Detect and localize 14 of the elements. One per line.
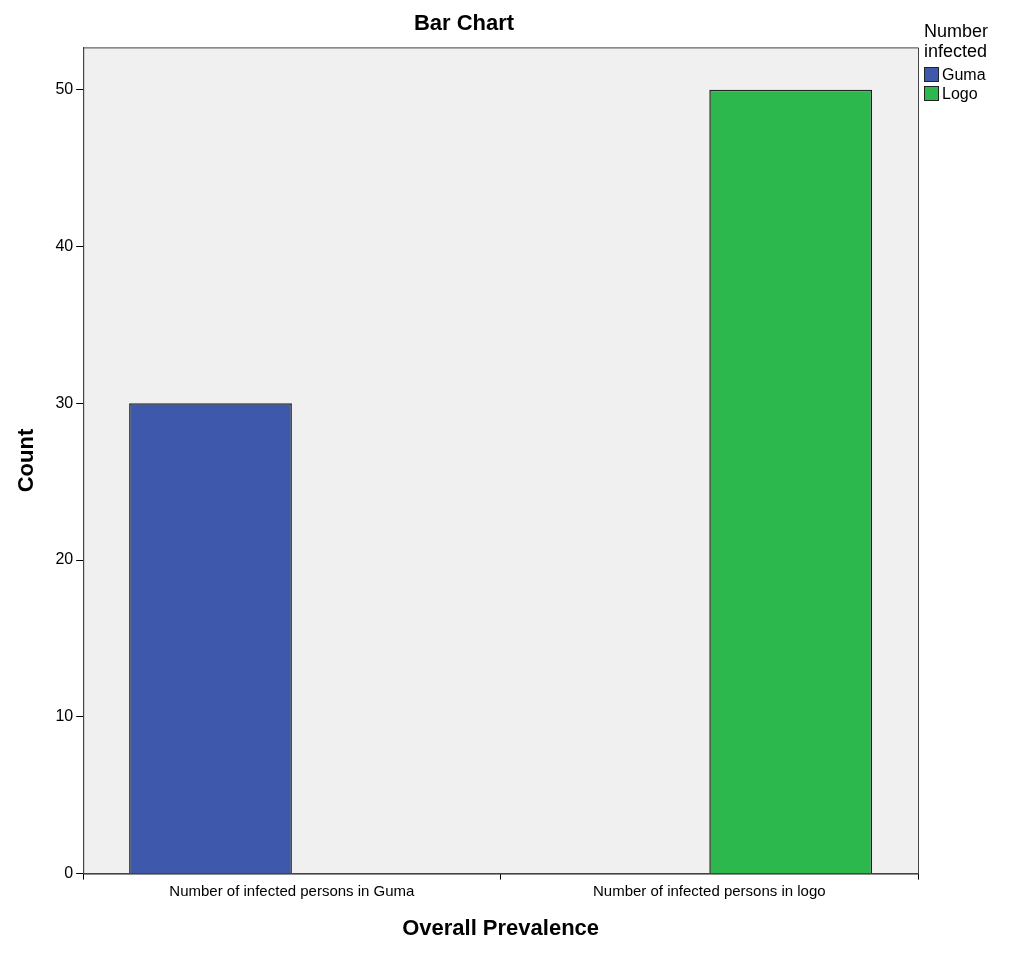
x-axis-title: Overall Prevalence (402, 914, 600, 940)
y-tick-label: 30 (55, 393, 74, 411)
legend-label: Guma (942, 65, 986, 84)
y-tick-label: 50 (55, 80, 74, 98)
legend-title: Number infected (924, 21, 990, 62)
chart-title: Bar Chart (413, 10, 515, 36)
y-tick-label: 0 (64, 864, 74, 882)
y-tick-label: 40 (55, 236, 74, 254)
legend-label: Logo (942, 85, 978, 103)
y-tick-label: 10 (55, 707, 74, 725)
y-tick-label: 20 (55, 550, 74, 568)
x-tick-label: Number of infected persons in Guma (169, 881, 416, 899)
x-tick-label: Number of infected persons in logo (592, 881, 826, 899)
y-axis-title: Count (13, 428, 39, 493)
